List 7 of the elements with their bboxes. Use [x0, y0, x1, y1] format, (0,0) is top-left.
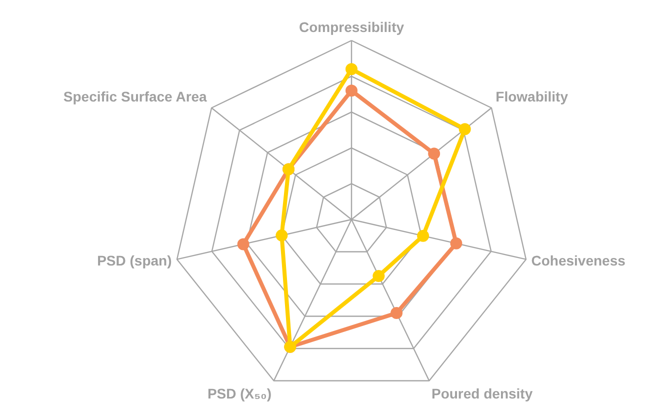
spoke-label: Flowability	[496, 88, 568, 105]
spoke-label: PSD (X₅₀)	[207, 386, 272, 402]
spoke-label: Poured density	[431, 386, 533, 402]
spoke-label: PSD (span)	[97, 252, 172, 269]
spoke-label: Compressibility	[298, 19, 404, 36]
spoke-label: Cohesiveness	[531, 252, 626, 269]
spoke-label: Specific Surface Area	[63, 88, 208, 105]
